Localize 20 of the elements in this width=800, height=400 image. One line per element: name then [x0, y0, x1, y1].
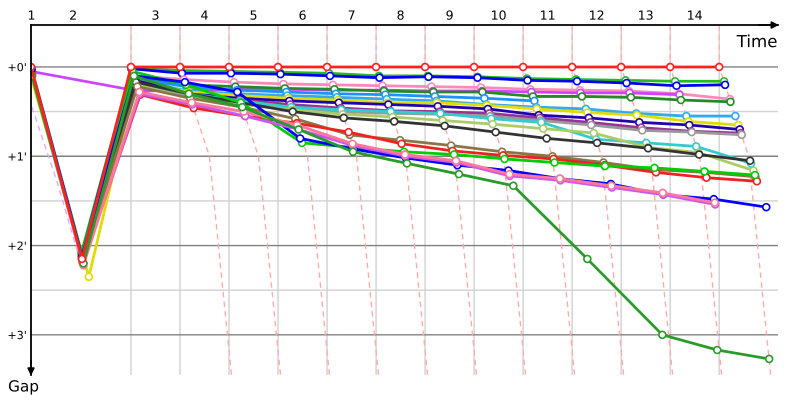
x-tick-label: 8	[397, 10, 404, 20]
x-tick-label: 5	[250, 10, 256, 20]
y-axis-title: Gap	[8, 380, 38, 395]
x-tick-label: 1	[28, 10, 34, 20]
x-tick-label: 9	[446, 10, 453, 20]
x-tick-label: 7	[348, 10, 354, 20]
x-tick-label: 13	[639, 10, 653, 20]
y-tick-label: +1'	[8, 152, 26, 160]
x-tick-label: 6	[299, 10, 306, 20]
x-tick-label: 2	[70, 10, 76, 20]
x-tick-label: 4	[201, 10, 208, 20]
y-tick-label: +0'	[8, 62, 26, 72]
x-tick-label: 10	[492, 10, 506, 20]
x-axis-title: Time	[736, 34, 777, 48]
y-tick-label: +3'	[8, 330, 26, 340]
x-tick-label: 14	[688, 10, 702, 20]
x-tick-label: 12	[590, 10, 604, 20]
y-tick-label: +2'	[8, 242, 26, 250]
x-tick-label: 11	[541, 10, 554, 20]
x-tick-label: 3	[152, 10, 158, 20]
